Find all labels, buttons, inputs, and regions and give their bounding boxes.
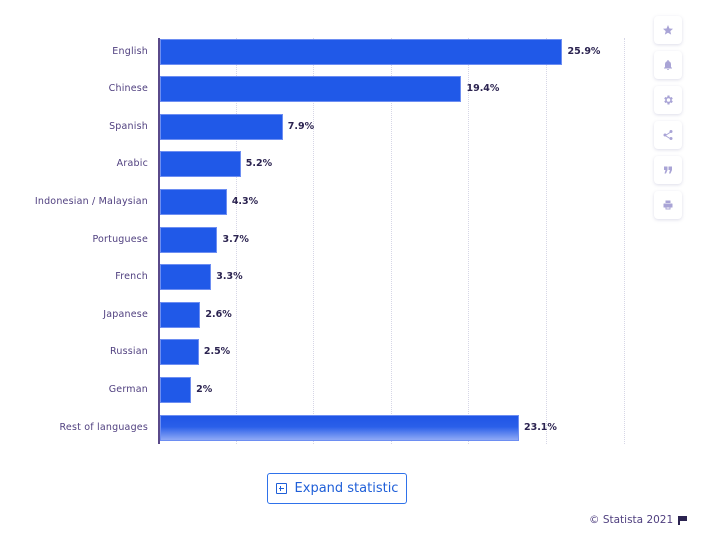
bar-row: Indonesian / Malaysian 4.3%: [0, 188, 640, 215]
statista-credit[interactable]: © Statista 2021: [589, 514, 688, 526]
value-label: 19.4%: [466, 83, 500, 95]
bar[interactable]: [160, 301, 201, 328]
bar[interactable]: [160, 151, 241, 178]
value-label: 25.9%: [567, 45, 601, 57]
bar[interactable]: [160, 264, 212, 291]
category-label: Arabic: [116, 158, 148, 170]
expand-statistic-label: Expand statistic: [294, 481, 399, 496]
print-button[interactable]: [654, 191, 682, 219]
bar-chart: English 25.9% Chinese 19.4% Spanish 7.9% Arabi…: [0, 38, 640, 444]
bar-row: Japanese 2.6%: [0, 301, 640, 328]
category-label: French: [115, 271, 148, 283]
category-label: Indonesian / Malaysian: [34, 195, 148, 207]
quote-icon: [664, 166, 672, 174]
bar-row: Russian 2.5%: [0, 339, 640, 366]
gridline: [391, 38, 392, 444]
settings-button[interactable]: [654, 86, 682, 114]
category-label: Japanese: [103, 308, 148, 320]
bar[interactable]: [160, 339, 199, 366]
bar[interactable]: [160, 113, 283, 140]
y-axis-line: [158, 38, 160, 444]
gear-icon: [664, 95, 673, 105]
credit-text: © Statista 2021: [589, 514, 674, 526]
print-icon: [663, 200, 673, 210]
gridline: [236, 38, 237, 444]
gridline: [624, 38, 625, 444]
value-label: 3.3%: [216, 271, 243, 283]
flag-icon[interactable]: [678, 515, 688, 525]
bell-icon: [664, 60, 672, 70]
share-icon: [663, 130, 673, 140]
star-icon: [663, 25, 673, 35]
cite-button[interactable]: [654, 156, 682, 184]
bar-row: Portuguese 3.7%: [0, 226, 640, 253]
bar-row: French 3.3%: [0, 264, 640, 291]
value-label: 2.5%: [203, 346, 231, 358]
value-label: 2%: [196, 383, 213, 395]
bar-row: Chinese 19.4%: [0, 76, 640, 103]
bar-row: English 25.9%: [0, 38, 640, 65]
chart-toolbar: [654, 16, 684, 226]
category-label: German: [108, 383, 148, 395]
bar[interactable]: [160, 414, 519, 441]
expand-statistic-button[interactable]: Expand statistic: [267, 473, 407, 504]
bar-row: Spanish 7.9%: [0, 113, 640, 140]
category-label: Rest of languages: [59, 421, 148, 433]
bar-row: Arabic 5.2%: [0, 151, 640, 178]
value-label: 23.1%: [523, 421, 557, 433]
category-label: English: [112, 45, 148, 57]
category-label: Chinese: [108, 83, 148, 95]
category-label: Russian: [110, 346, 148, 358]
share-button[interactable]: [654, 121, 682, 149]
gridline: [313, 38, 314, 444]
bar-row: Rest of languages 23.1%: [0, 414, 640, 441]
notification-button[interactable]: [654, 51, 682, 79]
value-label: 7.9%: [287, 120, 315, 132]
category-label: Spanish: [109, 120, 148, 132]
value-label: 3.7%: [222, 233, 249, 245]
plus-square-icon: [275, 483, 287, 494]
bar[interactable]: [160, 76, 462, 103]
value-label: 4.3%: [231, 195, 259, 207]
bar[interactable]: [160, 226, 218, 253]
favorite-button[interactable]: [654, 16, 682, 44]
value-label: 5.2%: [245, 158, 273, 170]
bar-row: German 2%: [0, 376, 640, 403]
value-label: 2.6%: [205, 308, 232, 320]
gridline: [468, 38, 469, 444]
bar[interactable]: [160, 38, 563, 65]
category-label: Portuguese: [92, 233, 148, 245]
bar[interactable]: [160, 376, 192, 403]
gridline: [546, 38, 547, 444]
bar[interactable]: [160, 188, 227, 215]
